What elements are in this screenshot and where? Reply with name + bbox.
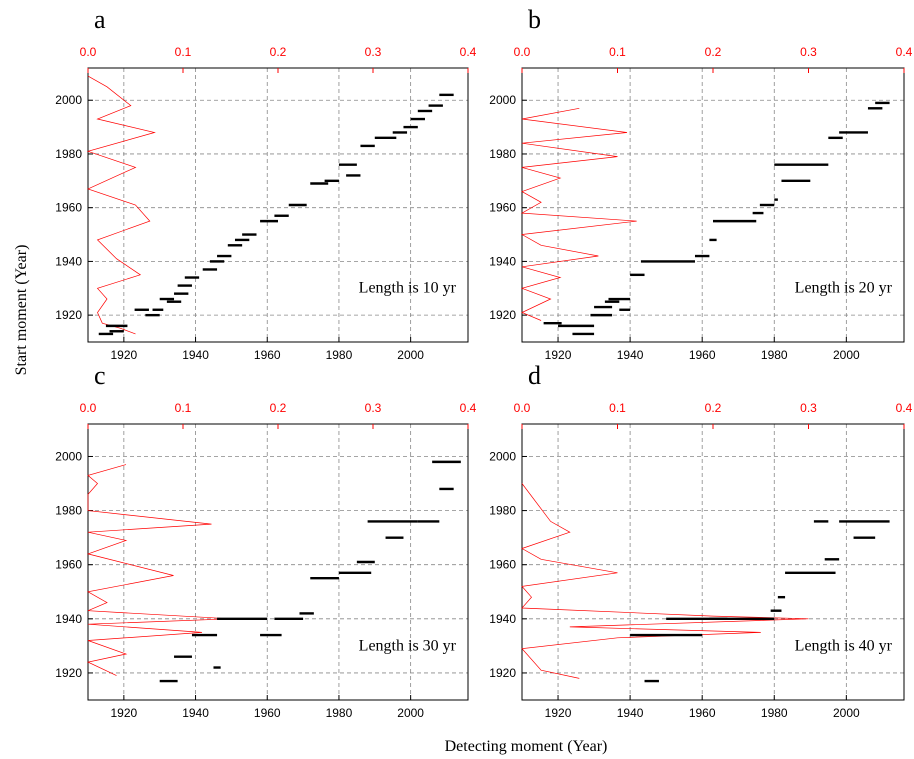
x-tick-label: 1940 [617,706,644,720]
y-tick-label: 1940 [55,612,82,626]
x-tick-label: 1920 [545,706,572,720]
x2-tick-label: 0.0 [514,45,531,59]
x-tick-label: 1960 [254,348,281,362]
x2-tick-label: 0.1 [175,45,192,59]
x-tick-label: 1940 [617,348,644,362]
x-tick-label: 1920 [110,706,137,720]
x2-tick-label: 0.3 [800,401,817,415]
x2-tick-label: 0.0 [80,45,97,59]
x-tick-label: 1940 [182,348,209,362]
x2-tick-label: 0.1 [175,401,192,415]
red-curve-series [521,483,809,679]
x-tick-label: 1920 [110,348,137,362]
y-tick-label: 2000 [55,93,82,107]
y-tick-label: 1940 [489,254,516,268]
length-annotation: Length is 10 yr [359,280,457,297]
x-tick-label: 1980 [761,706,788,720]
panel-c: c 1920 1940 1960 1980 2000 1920 1940 1960 1980 200… [55,361,476,720]
y-tick-label: 1920 [489,308,516,322]
y-tick-label: 1960 [55,558,82,572]
x2-tick-label: 0.4 [896,401,913,415]
x2-tick-label: 0.2 [270,45,287,59]
y-tick-label: 1960 [489,201,516,215]
red-curve-series [86,464,231,676]
red-curve-series [86,75,156,335]
panel-letter: a [94,5,106,34]
x2-tick-label: 0.1 [609,401,626,415]
y-tick-label: 1980 [489,147,516,161]
x2-tick-label: 0.4 [896,45,913,59]
y-tick-label: 1980 [55,504,82,518]
x2-tick-label: 0.4 [460,45,477,59]
x-tick-label: 1960 [689,706,716,720]
x2-tick-label: 0.3 [365,401,382,415]
y-tick-label: 2000 [489,449,516,463]
panel-letter: b [528,5,541,34]
y-tick-label: 2000 [489,93,516,107]
x2-tick-label: 0.3 [800,45,817,59]
length-annotation: Length is 40 yr [795,637,893,654]
x-tick-label: 2000 [833,348,860,362]
x2-tick-label: 0.2 [705,45,722,59]
panel-letter: c [94,361,106,390]
x2-tick-label: 0.1 [609,45,626,59]
red-curve-series [520,107,637,321]
x2-tick-label: 0.3 [365,45,382,59]
y-tick-label: 1920 [489,666,516,680]
x-axis-title: Detecting moment (Year) [445,738,608,755]
x-tick-label: 1960 [689,348,716,362]
x2-tick-label: 0.2 [270,401,287,415]
y-tick-label: 1940 [55,254,82,268]
y-tick-label: 1980 [489,504,516,518]
x2-tick-label: 0.0 [80,401,97,415]
y-tick-label: 1940 [489,612,516,626]
y-tick-label: 1980 [55,147,82,161]
x-tick-label: 1980 [326,348,353,362]
x-tick-label: 1920 [545,348,572,362]
x-tick-label: 2000 [397,706,424,720]
x2-tick-label: 0.4 [460,401,477,415]
y-tick-label: 1920 [55,308,82,322]
x2-tick-label: 0.2 [705,401,722,415]
x-tick-label: 2000 [397,348,424,362]
y-tick-label: 1920 [55,666,82,680]
panel-letter: d [528,361,541,390]
x-tick-label: 1940 [182,706,209,720]
x-tick-label: 1980 [761,348,788,362]
length-annotation: Length is 20 yr [795,280,893,297]
x-tick-label: 1960 [254,706,281,720]
y-tick-label: 1960 [55,201,82,215]
y-tick-label: 1960 [489,558,516,572]
y-axis-title: Start moment (Year) [13,245,30,376]
panel-a: a 1920 1940 1960 1980 2000 1920 1940 1960 1980 200… [55,5,476,362]
panel-b: b 1920 1940 1960 1980 2000 1920 1940 1960 1980 200… [489,5,912,362]
x-tick-label: 1980 [326,706,353,720]
panel-d: d 1920 1940 1960 1980 2000 1920 1940 1960 1980 200… [489,361,912,720]
x-tick-label: 2000 [833,706,860,720]
length-annotation: Length is 30 yr [359,637,457,654]
y-tick-label: 2000 [55,449,82,463]
x2-tick-label: 0.0 [514,401,531,415]
